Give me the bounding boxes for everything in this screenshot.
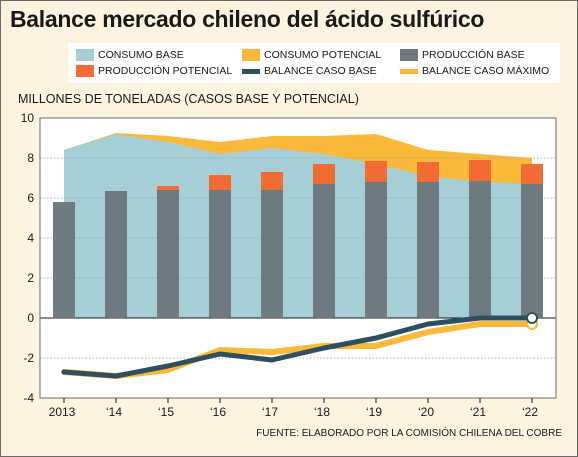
- legend-label-consumo-base: CONSUMO BASE: [98, 49, 184, 61]
- y-tick-label: 10: [21, 111, 35, 125]
- area-consumo-base: [64, 134, 532, 318]
- x-tick-label: ‘15: [158, 405, 174, 419]
- legend-swatch-produccion-base: [400, 49, 418, 61]
- y-tick-label: -2: [23, 351, 34, 365]
- bar-produccion-potencial: [365, 161, 387, 182]
- legend-label-produccion-potencial: PRODUCCIÓN POTENCIAL: [98, 65, 233, 77]
- bar-produccion-base: [53, 202, 75, 318]
- legend: CONSUMO BASE CONSUMO POTENCIAL PRODUCCIÓ…: [68, 43, 560, 83]
- legend-swatch-consumo-potencial: [242, 49, 260, 61]
- bar-produccion-potencial: [469, 160, 491, 181]
- y-tick-label: 6: [27, 191, 34, 205]
- bar-produccion-potencial: [313, 164, 335, 184]
- bar-produccion-potencial: [157, 186, 179, 190]
- source-note: FUENTE: ELABORADO POR LA COMISIÓN CHILEN…: [256, 428, 562, 439]
- x-tick-label: ‘17: [262, 405, 278, 419]
- bar-produccion-potencial: [261, 172, 283, 190]
- y-tick-label: 2: [27, 271, 34, 285]
- x-tick-label: ‘16: [210, 405, 226, 419]
- bar-produccion-potencial: [521, 164, 543, 184]
- legend-label-balance-maximo: BALANCE CASO MÁXIMO: [422, 65, 550, 77]
- y-tick-label: 8: [27, 151, 34, 165]
- legend-swatch-balance-maximo: [400, 69, 418, 74]
- legend-label-balance-base: BALANCE CASO BASE: [264, 65, 377, 77]
- x-tick-label: ‘21: [470, 405, 486, 419]
- x-tick-label: ‘22: [522, 405, 538, 419]
- legend-swatch-produccion-potencial: [76, 65, 94, 77]
- legend-label-produccion-base: PRODUCCIÓN BASE: [422, 49, 525, 61]
- y-tick-label: 4: [27, 231, 34, 245]
- x-tick-label: ‘20: [418, 405, 434, 419]
- legend-label-consumo-potencial: CONSUMO POTENCIAL: [264, 49, 382, 61]
- marker-balance-caso-base-end: [526, 312, 538, 324]
- x-tick-label: ‘18: [314, 405, 330, 419]
- bar-produccion-potencial: [417, 162, 439, 182]
- bar-produccion-base: [417, 182, 439, 318]
- plot-border: [39, 117, 557, 399]
- bar-produccion-base: [469, 181, 491, 318]
- legend-swatch-balance-base: [242, 69, 260, 74]
- bar-produccion-base: [105, 191, 127, 318]
- bar-produccion-base: [157, 190, 179, 318]
- bar-produccion-base: [313, 184, 335, 318]
- y-axis-title: MILLONES DE TONELADAS (CASOS BASE Y POTE…: [18, 92, 359, 106]
- y-tick-label: 0: [27, 311, 34, 325]
- bar-produccion-base: [521, 184, 543, 318]
- x-tick-label: ‘14: [106, 405, 122, 419]
- bar-produccion-base: [209, 190, 231, 318]
- bar-produccion-base: [365, 182, 387, 318]
- x-tick-label: 2013: [49, 405, 76, 419]
- line-balance-caso-base: [61, 315, 535, 379]
- y-tick-label: -4: [23, 391, 34, 405]
- bar-produccion-potencial: [209, 175, 231, 190]
- chart-title: Balance mercado chileno del ácido sulfúr…: [10, 6, 485, 32]
- legend-swatch-consumo-base: [76, 49, 94, 61]
- bar-produccion-base: [261, 190, 283, 318]
- x-tick-label: ‘19: [366, 405, 382, 419]
